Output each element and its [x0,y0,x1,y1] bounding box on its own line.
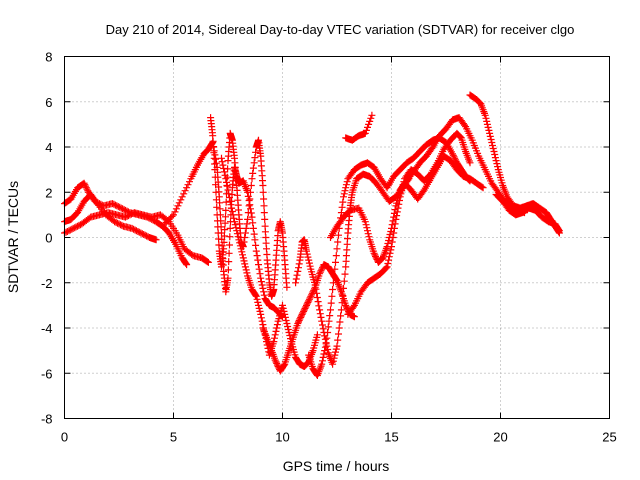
tick-labels: 0 5 10 15 20 25 -8 -6 -4 -2 0 2 4 6 8 [41,50,617,445]
series-15 [492,191,563,235]
x-tick-label: 15 [384,430,398,445]
series-8 [292,170,413,368]
series-markers [327,152,487,266]
y-tick-label: 0 [45,231,52,246]
y-tick-label: -2 [41,276,53,291]
series-markers [342,111,376,144]
x-tick-label: 10 [275,430,289,445]
y-tick-label: 4 [45,140,52,155]
x-tick-label: 25 [602,430,616,445]
series-4 [161,139,286,321]
x-tick-label: 0 [61,430,68,445]
x-axis-label: GPS time / hours [283,458,390,474]
series-markers [492,191,563,235]
series-10 [342,111,376,144]
y-axis-label: SDTVAR / TECUs [5,181,21,293]
series-markers [292,170,413,368]
series-5 [207,114,291,300]
plot-frame [64,56,610,419]
y-tick-label: -6 [41,366,53,381]
y-tick-label: 8 [45,50,52,65]
data-marks [61,91,563,379]
series-markers [207,114,291,300]
y-tick-label: 2 [45,185,52,200]
series-markers [161,139,286,321]
y-tick-label: -8 [41,412,53,427]
x-tick-label: 5 [170,430,177,445]
series-11 [327,152,487,266]
x-tick-label: 20 [493,430,507,445]
chart-title: Day 210 of 2014, Sidereal Day-to-day VTE… [106,22,575,37]
y-tick-label: -4 [41,321,53,336]
y-tick-label: 6 [45,95,52,110]
